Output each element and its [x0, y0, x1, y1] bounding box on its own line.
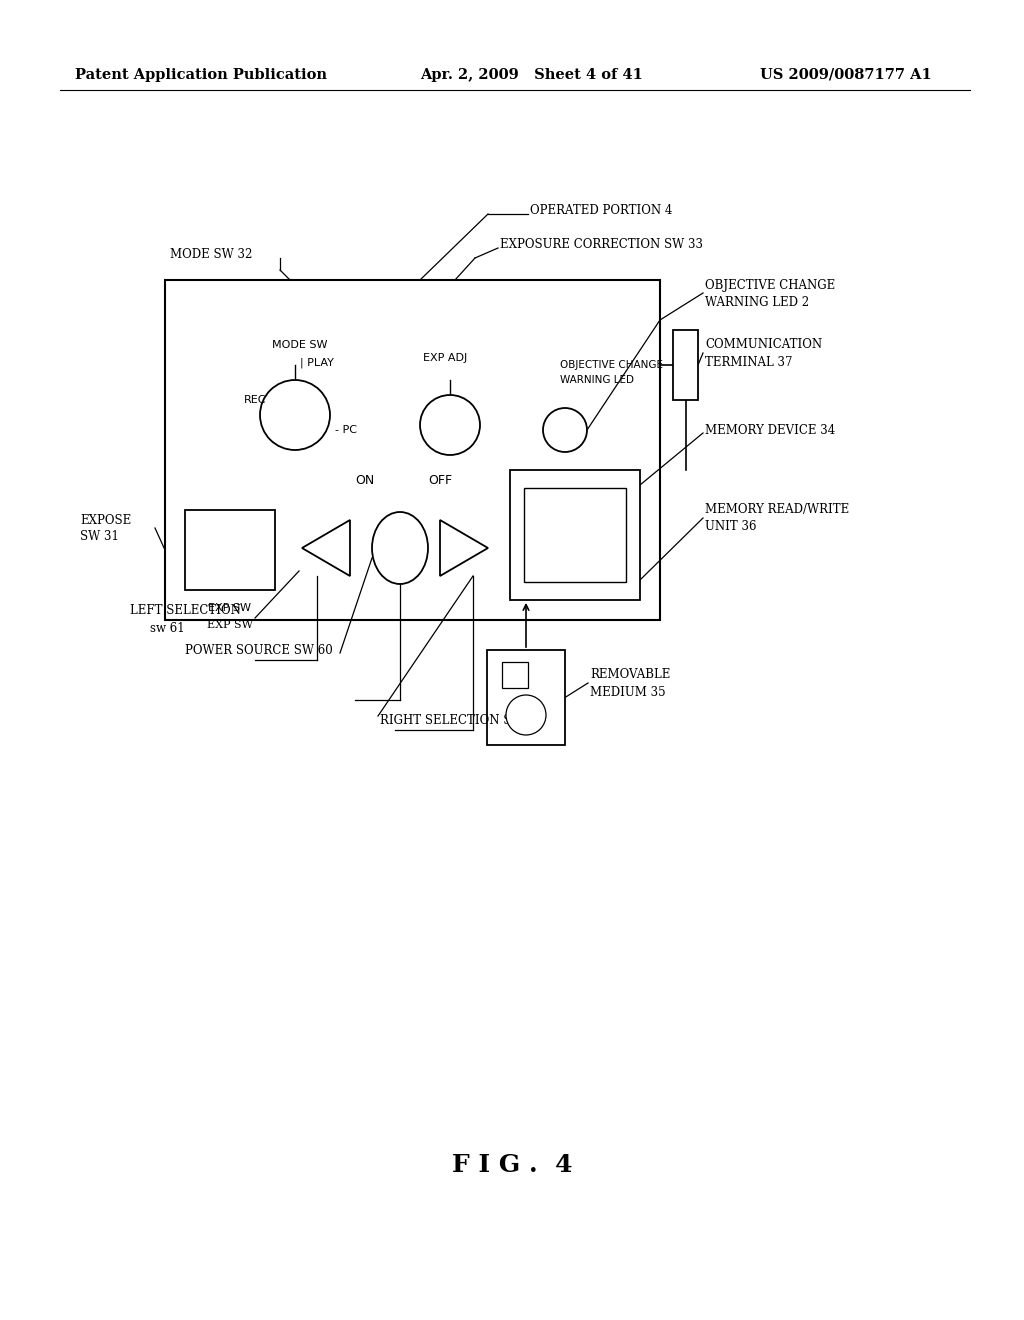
Circle shape [543, 408, 587, 451]
Text: POWER SOURCE SW 60: POWER SOURCE SW 60 [185, 644, 333, 656]
Text: OBJECTIVE CHANGE: OBJECTIVE CHANGE [560, 360, 663, 370]
Circle shape [260, 380, 330, 450]
Text: MEMORY DEVICE 34: MEMORY DEVICE 34 [705, 424, 836, 437]
Text: Apr. 2, 2009   Sheet 4 of 41: Apr. 2, 2009 Sheet 4 of 41 [420, 69, 643, 82]
Circle shape [506, 696, 546, 735]
Text: COMMUNICATION: COMMUNICATION [705, 338, 822, 351]
Bar [165, 280, 660, 620]
Text: sw 61: sw 61 [150, 622, 184, 635]
Text: | PLAY: | PLAY [300, 358, 334, 368]
Text: OFF: OFF [428, 474, 452, 487]
Bar [185, 510, 275, 590]
Text: TERMINAL 37: TERMINAL 37 [705, 355, 793, 368]
Text: OPERATED PORTION 4: OPERATED PORTION 4 [530, 203, 673, 216]
Text: EXPOSE: EXPOSE [80, 513, 131, 527]
Text: EXP ADJ: EXP ADJ [423, 352, 467, 363]
Text: RIGHT SELECTION SW 62: RIGHT SELECTION SW 62 [380, 714, 542, 726]
Text: UNIT 36: UNIT 36 [705, 520, 757, 533]
Text: EXP SW: EXP SW [207, 620, 253, 630]
Text: SW 31: SW 31 [80, 531, 119, 544]
Text: US 2009/0087177 A1: US 2009/0087177 A1 [760, 69, 932, 82]
Text: WARNING LED 2: WARNING LED 2 [705, 296, 809, 309]
Text: MEMORY READ/WRITE: MEMORY READ/WRITE [705, 503, 849, 516]
Polygon shape [440, 520, 488, 576]
Text: LEFT SELECTION: LEFT SELECTION [130, 603, 241, 616]
Text: F I G .  4: F I G . 4 [452, 1152, 572, 1177]
Text: MODE SW 32: MODE SW 32 [170, 248, 252, 261]
Text: EXPOSURE CORRECTION SW 33: EXPOSURE CORRECTION SW 33 [500, 239, 703, 252]
Bar [502, 663, 528, 688]
Bar [487, 649, 565, 744]
Text: - PC: - PC [335, 425, 357, 436]
Text: MODE SW: MODE SW [272, 341, 328, 350]
Ellipse shape [372, 512, 428, 583]
Text: WARNING LED: WARNING LED [560, 375, 634, 385]
Polygon shape [302, 520, 350, 576]
Text: OBJECTIVE CHANGE: OBJECTIVE CHANGE [705, 279, 836, 292]
Text: REMOVABLE: REMOVABLE [590, 668, 671, 681]
Circle shape [420, 395, 480, 455]
Text: REC: REC [244, 395, 266, 405]
Bar [510, 470, 640, 601]
Text: EXP SW: EXP SW [209, 603, 252, 612]
Text: ON: ON [355, 474, 375, 487]
Text: Patent Application Publication: Patent Application Publication [75, 69, 327, 82]
Text: MEDIUM 35: MEDIUM 35 [590, 685, 666, 698]
Bar [673, 330, 698, 400]
Bar [524, 488, 626, 582]
